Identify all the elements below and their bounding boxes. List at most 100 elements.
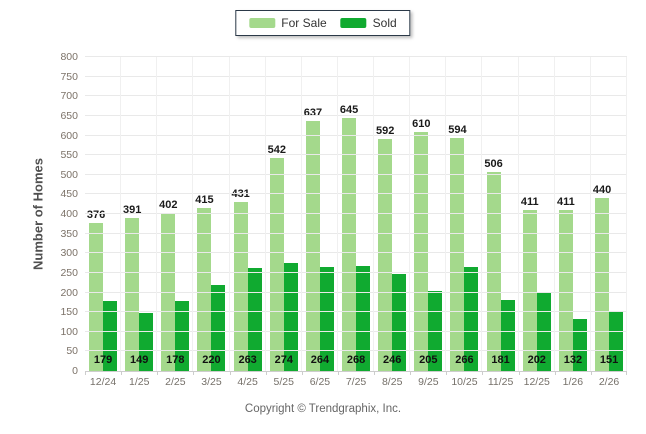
for-sale-bar: 411 <box>521 196 539 371</box>
y-axis-tick-label: 800 <box>60 51 78 63</box>
bar-group: 645 268 <box>338 57 374 371</box>
for-sale-value-label: 645 <box>339 103 359 116</box>
x-axis-label: 12/24 <box>89 376 117 388</box>
gridline <box>85 232 627 234</box>
for-sale-value-label: 542 <box>267 144 286 157</box>
sold-value-label: 266 <box>455 354 474 366</box>
gridline <box>85 134 627 136</box>
bar-group: 542 274 <box>266 57 302 371</box>
for-sale-value-label: 411 <box>557 195 575 208</box>
x-axis-tick <box>229 371 231 375</box>
x-axis-tick <box>482 371 484 375</box>
x-axis-tick <box>157 371 159 375</box>
bar-group: 391 149 <box>121 57 157 371</box>
sold-bar <box>572 319 587 371</box>
for-sale-value-label: 594 <box>448 123 467 136</box>
for-sale-value-label: 506 <box>484 158 503 171</box>
sold-value-label: 205 <box>419 354 438 366</box>
sold-bar <box>392 274 407 371</box>
sold-value-label: 178 <box>166 354 185 366</box>
x-axis-label: 2/26 <box>598 376 620 388</box>
for-sale-value-label: 592 <box>376 124 395 137</box>
for-sale-bar: 506 <box>484 158 503 371</box>
bar-group: 610 205 <box>410 57 446 371</box>
gridline <box>85 213 627 214</box>
for-sale-value-label: 376 <box>86 209 106 222</box>
sold-bar <box>103 300 118 371</box>
category-separator <box>481 57 483 371</box>
for-sale-bar: 594 <box>448 124 467 371</box>
x-axis-label: 4/25 <box>237 376 258 388</box>
gridline <box>85 291 627 293</box>
plot-area: 0 50 100 150 200 250 300 350 400 450 500 550 600 650 7… <box>60 51 627 388</box>
category-separator <box>589 57 591 371</box>
x-axis-label: 3/25 <box>201 376 222 388</box>
sold-bar <box>283 263 298 371</box>
sold-value-label: 132 <box>563 354 583 366</box>
gridline <box>85 56 627 57</box>
category-separator <box>626 57 627 371</box>
sold-value-label: 179 <box>93 354 113 366</box>
sold-bar <box>500 299 515 371</box>
gridline <box>85 154 627 156</box>
sold-bar <box>211 284 226 371</box>
x-axis-tick <box>410 371 412 375</box>
category-separator <box>517 57 519 371</box>
for-sale-bar: 592 <box>376 125 394 371</box>
x-axis-tick <box>85 371 86 375</box>
y-axis-tick-label: 650 <box>60 109 78 122</box>
sold-bar <box>139 312 154 371</box>
y-axis-tick-label: 700 <box>60 90 78 103</box>
bar-group: 431 263 <box>230 57 266 371</box>
bar-group: 594 266 <box>446 57 482 371</box>
gridline <box>85 350 627 352</box>
x-axis-label: 10/25 <box>451 376 478 388</box>
y-axis-tick-label: 100 <box>60 325 78 338</box>
legend-item-for-sale: For Sale <box>249 16 327 30</box>
for-sale-bar: 440 <box>593 184 611 371</box>
for-sale-value-label: 415 <box>195 194 214 207</box>
gridline <box>85 252 627 254</box>
sold-bar <box>247 267 262 371</box>
x-axis-tick <box>337 371 339 375</box>
for-sale-bar: 411 <box>557 196 575 371</box>
gridline <box>85 193 627 195</box>
legend: For Sale Sold <box>235 10 411 36</box>
category-separator <box>228 57 230 371</box>
for-sale-value-label: 440 <box>592 184 612 197</box>
category-separator <box>336 57 338 371</box>
x-axis-tick <box>374 371 376 375</box>
for-sale-bar: 376 <box>87 209 105 371</box>
x-axis-label: 12/25 <box>523 376 550 388</box>
sold-bar <box>319 267 334 371</box>
for-sale-bar: 645 <box>340 104 358 371</box>
x-axis-tick <box>446 371 448 375</box>
x-axis-tick <box>554 371 556 375</box>
x-axis-tick <box>301 371 303 375</box>
for-sale-value-label: 610 <box>412 117 431 130</box>
x-axis-tick <box>121 371 123 375</box>
y-axis-tick-label: 300 <box>60 247 78 260</box>
x-axis-label: 8/25 <box>381 376 403 388</box>
for-sale-bar: 391 <box>123 204 141 371</box>
bar-group: 506 181 <box>483 57 519 371</box>
x-axis-label: 1/26 <box>562 376 584 388</box>
y-axis-tick-label: 50 <box>66 345 78 358</box>
bar-group: 637 264 <box>302 57 338 371</box>
sold-bar <box>175 301 190 371</box>
y-axis-tick-label: 200 <box>60 286 78 299</box>
bar-group: 440 151 <box>591 57 627 371</box>
x-axis-tick <box>193 371 195 375</box>
bar-group: 402 178 <box>157 57 193 371</box>
x-axis-label: 11/25 <box>487 376 514 388</box>
bar-group: 592 246 <box>374 57 410 371</box>
x-axis-label: 9/25 <box>418 376 439 388</box>
gridline <box>85 114 627 116</box>
for-sale-value-label: 391 <box>123 203 142 216</box>
sold-value-label: 149 <box>130 354 149 366</box>
sold-value-label: 268 <box>346 354 366 366</box>
y-axis-tick-label: 150 <box>60 306 78 319</box>
y-axis-tick-label: 500 <box>60 168 78 181</box>
legend-label-sold: Sold <box>372 16 397 30</box>
gridline <box>85 311 627 313</box>
